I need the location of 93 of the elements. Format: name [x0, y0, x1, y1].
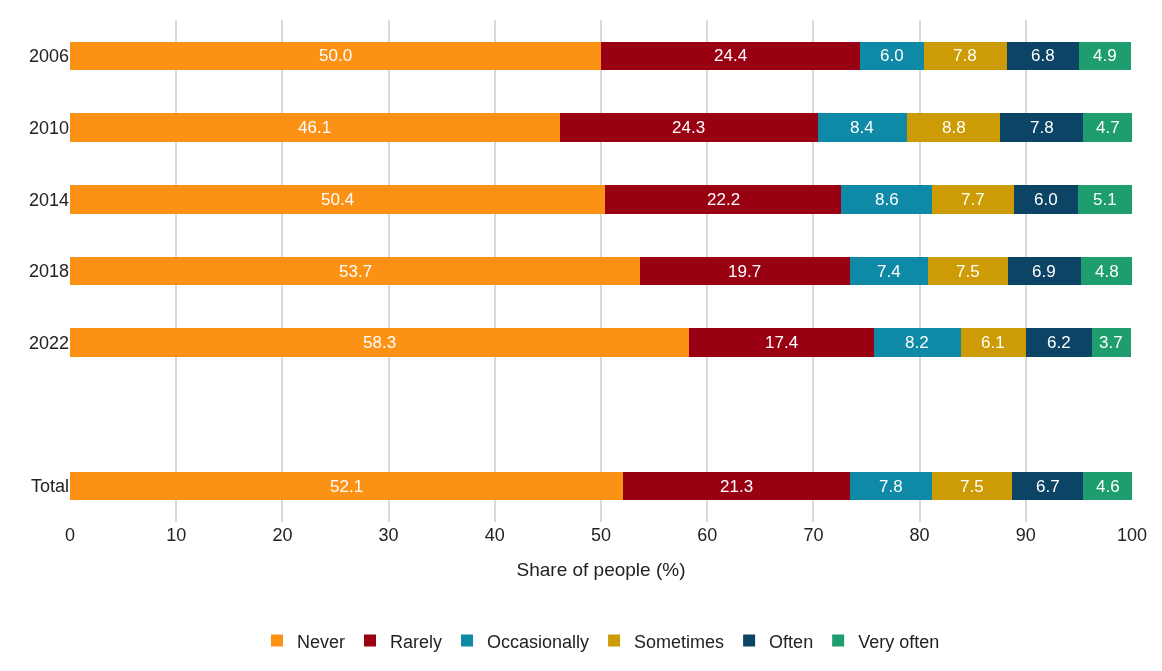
bar [70, 184, 606, 214]
bar [841, 184, 933, 214]
data-label: 6.9 [1032, 262, 1056, 281]
data-label: 17.4 [765, 333, 799, 352]
bar [817, 113, 907, 142]
bar [1007, 256, 1082, 286]
data-label: 7.5 [960, 477, 984, 496]
bar [1083, 113, 1132, 142]
legend-label: Occasionally [487, 631, 590, 652]
y-tick-label: Total [30, 476, 69, 497]
data-label: 8.4 [850, 118, 874, 137]
bar [689, 328, 874, 358]
bar [906, 113, 1001, 142]
data-label: 46.1 [298, 118, 332, 137]
data-label: 7.8 [953, 46, 977, 65]
y-tick-label: 2010 [28, 117, 69, 138]
bar [601, 41, 861, 71]
data-label: 21.3 [720, 477, 754, 496]
legend-label: Rarely [390, 631, 443, 652]
data-label: 52.1 [330, 477, 364, 496]
data-label: 7.4 [877, 262, 901, 281]
data-label: 8.2 [905, 333, 929, 352]
data-label: 6.7 [1036, 477, 1060, 496]
legend-label: Often [769, 631, 814, 652]
bar [1014, 184, 1078, 214]
bar [623, 471, 850, 501]
data-label: 24.4 [714, 46, 748, 65]
x-tick-label: 50 [590, 525, 612, 545]
x-tick-label: 10 [166, 525, 187, 545]
bar [932, 471, 1012, 501]
data-label: 7.7 [961, 190, 985, 209]
x-tick-label: 60 [697, 525, 718, 545]
data-label: 24.3 [672, 118, 706, 137]
y-tick-label: 2018 [28, 261, 69, 282]
data-label: 50.4 [321, 190, 355, 209]
bar [70, 256, 641, 286]
bar [860, 41, 924, 71]
bar [70, 328, 690, 358]
bar [923, 41, 1007, 71]
legend-label: Sometimes [634, 631, 725, 652]
data-label: 5.1 [1093, 190, 1117, 209]
legend-label: Never [297, 631, 346, 652]
y-tick-label: 2014 [28, 189, 69, 210]
data-label: 4.6 [1096, 477, 1120, 496]
bar [1006, 41, 1079, 71]
bar [932, 184, 1015, 214]
bar [961, 328, 1026, 358]
bar [849, 471, 933, 501]
bar [1011, 471, 1084, 501]
bar [873, 328, 962, 358]
data-label: 22.2 [707, 190, 741, 209]
legend-label: Very often [858, 631, 940, 652]
data-label: 4.8 [1095, 262, 1119, 281]
x-tick-label: 30 [378, 525, 399, 545]
x-tick-label: 40 [484, 525, 505, 545]
data-label: 7.5 [956, 262, 980, 281]
data-label: 53.7 [339, 262, 373, 281]
bar [1091, 328, 1131, 358]
bar [928, 256, 1008, 286]
bar [640, 256, 850, 286]
y-tick-label: 2006 [28, 46, 69, 67]
data-label: 6.0 [880, 46, 904, 65]
data-label: 6.2 [1047, 333, 1071, 352]
data-label: 7.8 [879, 477, 903, 496]
x-tick-label: 70 [803, 525, 824, 545]
x-tick-label: 90 [1015, 525, 1036, 545]
x-tick-label: 100 [1116, 525, 1148, 545]
data-label: 8.6 [875, 190, 899, 209]
bar [70, 113, 560, 142]
data-label: 4.9 [1093, 46, 1117, 65]
bar [1025, 328, 1092, 358]
x-axis-title: Share of people (%) [516, 558, 686, 580]
bar [70, 41, 601, 71]
data-label: 6.1 [981, 333, 1005, 352]
bar [1077, 184, 1132, 214]
x-tick-label: 0 [64, 525, 76, 545]
data-label: 4.7 [1096, 118, 1120, 137]
x-tick-label: 80 [909, 525, 930, 545]
data-label: 8.8 [942, 118, 966, 137]
data-label: 3.7 [1099, 333, 1123, 352]
bar [1000, 113, 1084, 142]
data-label: 6.8 [1031, 46, 1055, 65]
data-label: 50.0 [319, 46, 353, 65]
bar [605, 184, 842, 214]
data-label: 7.8 [1030, 118, 1054, 137]
data-label: 58.3 [363, 333, 397, 352]
data-label: 6.0 [1034, 190, 1058, 209]
data-label: 19.7 [728, 262, 762, 281]
bar [849, 256, 929, 286]
x-tick-label: 20 [272, 525, 293, 545]
bar [70, 471, 624, 501]
y-tick-label: 2022 [28, 333, 69, 354]
bar [559, 113, 818, 142]
